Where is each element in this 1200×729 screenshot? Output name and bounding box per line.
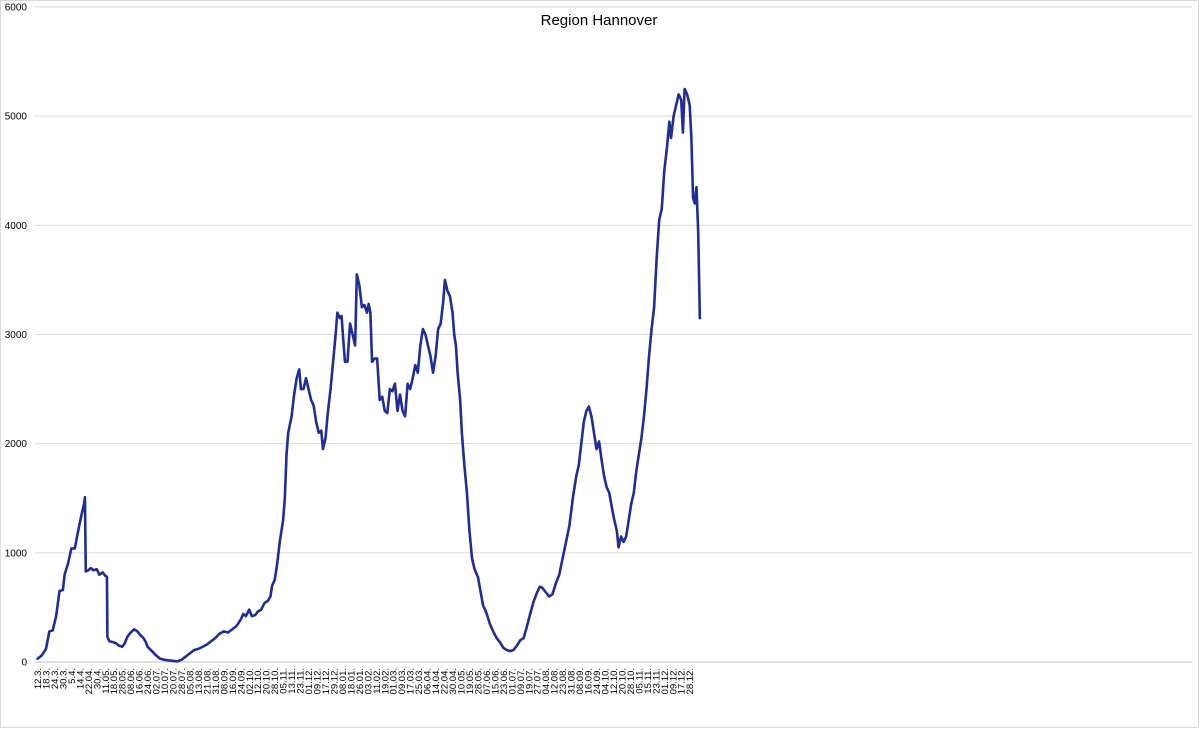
y-tick-label: 1000 <box>5 548 28 559</box>
x-tick-label: 30.3. <box>58 668 69 689</box>
x-tick-label: 12.3. <box>33 668 44 689</box>
x-tick-label: 24.09. <box>236 668 247 694</box>
x-tick-label: 16.06. <box>135 668 146 694</box>
x-tick-label: 30.4. <box>92 668 103 689</box>
x-tick-label: 23.08. <box>558 668 569 694</box>
x-tick-label: 12.10. <box>253 668 264 694</box>
x-tick-label: 23.11. <box>651 668 662 694</box>
x-tick-label: 01.03. <box>389 668 400 694</box>
x-tick-label: 20.07. <box>169 668 180 694</box>
x-tick-label: 28.07. <box>177 668 188 694</box>
x-tick-label: 28.05. <box>473 668 484 694</box>
x-tick-label: 01.12. <box>304 668 315 694</box>
x-tick-label: 17.12. <box>677 668 688 694</box>
x-tick-label: 31.08. <box>211 668 222 694</box>
x-tick-label: 13.11. <box>287 668 298 694</box>
x-tick-label: 02.07. <box>152 668 163 694</box>
x-axis-tick-labels: 12.3.18.3.24.3.30.3.5.4.14.4.22.04.30.4.… <box>33 668 696 694</box>
x-tick-label: 13.08. <box>194 668 205 694</box>
gridlines <box>35 6 1192 663</box>
x-tick-label: 21.08. <box>202 668 213 694</box>
x-tick-label: 11.05. <box>101 668 112 694</box>
x-tick-label: 05.11. <box>279 668 290 694</box>
x-tick-label: 14.4. <box>75 668 86 689</box>
x-tick-label: 22.04. <box>440 668 451 694</box>
x-tick-label: 16.09. <box>228 668 239 694</box>
x-tick-label: 18.3. <box>41 668 52 689</box>
x-tick-label: 05.08. <box>185 668 196 694</box>
x-tick-label: 09.12. <box>668 668 679 694</box>
x-tick-label: 28.10. <box>270 668 281 694</box>
x-tick-label: 19.02. <box>380 668 391 694</box>
x-tick-label: 03.02. <box>363 668 374 694</box>
x-tick-label: 30.04. <box>448 668 459 694</box>
y-tick-label: 0 <box>21 658 27 669</box>
x-tick-label: 11.02. <box>372 668 383 694</box>
x-tick-label: 5.4. <box>67 668 78 684</box>
x-tick-label: 08.01. <box>338 668 349 694</box>
x-tick-label: 19.07. <box>524 668 535 694</box>
x-tick-label: 10.07. <box>160 668 171 694</box>
x-tick-label: 12.08. <box>550 668 561 694</box>
y-tick-label: 4000 <box>5 221 28 232</box>
x-tick-label: 18.01. <box>346 668 357 694</box>
x-tick-label: 05.11. <box>634 668 645 694</box>
x-tick-label: 23.06. <box>499 668 510 694</box>
chart-title: Region Hannover <box>541 12 658 29</box>
x-tick-label: 06.04. <box>423 668 434 694</box>
x-tick-label: 24.06. <box>143 668 154 694</box>
x-tick-label: 27.07. <box>533 668 544 694</box>
x-tick-label: 28.05. <box>118 668 129 694</box>
x-tick-label: 04.10. <box>600 668 611 694</box>
x-tick-label: 29.12. <box>329 668 340 694</box>
x-tick-label: 31.08. <box>567 668 578 694</box>
x-tick-label: 17.12. <box>321 668 332 694</box>
x-tick-label: 02.10. <box>245 668 256 694</box>
x-tick-label: 22.04. <box>84 668 95 694</box>
y-tick-label: 2000 <box>5 439 28 450</box>
x-tick-label: 08.06. <box>126 668 137 694</box>
y-tick-label: 6000 <box>5 3 28 14</box>
x-tick-label: 15.11. <box>643 668 654 694</box>
x-tick-label: 20.10. <box>617 668 628 694</box>
x-tick-label: 07.06. <box>482 668 493 694</box>
x-tick-label: 24.3. <box>50 668 61 689</box>
series-group <box>36 87 702 663</box>
x-tick-label: 14.04. <box>431 668 442 694</box>
y-tick-label: 3000 <box>5 330 28 341</box>
x-tick-label: 19.05. <box>465 668 476 694</box>
x-tick-label: 26.01. <box>355 668 366 694</box>
x-tick-label: 17.03. <box>406 668 417 694</box>
x-tick-label: 10.05. <box>457 668 468 694</box>
x-tick-label: 23.11. <box>296 668 307 694</box>
y-axis-tick-labels: 0 1000 2000 3000 4000 5000 6000 <box>5 3 28 669</box>
x-tick-label: 28.10. <box>626 668 637 694</box>
x-tick-label: 25.03. <box>414 668 425 694</box>
y-tick-label: 5000 <box>5 112 28 123</box>
x-tick-label: 18.05. <box>109 668 120 694</box>
series-line-0 <box>36 87 702 663</box>
x-tick-label: 12.10. <box>609 668 620 694</box>
x-tick-label: 01.07. <box>507 668 518 694</box>
x-tick-label: 08.09. <box>219 668 230 694</box>
x-tick-label: 09.12. <box>313 668 324 694</box>
x-tick-label: 01.12. <box>660 668 671 694</box>
x-tick-label: 28.12. <box>685 668 696 694</box>
x-tick-label: 04.08. <box>541 668 552 694</box>
x-tick-label: 08.09. <box>575 668 586 694</box>
x-tick-label: 16.09. <box>584 668 595 694</box>
x-tick-label: 20.10. <box>262 668 273 694</box>
x-tick-label: 15.06. <box>490 668 501 694</box>
x-tick-label: 09.07. <box>516 668 527 694</box>
x-tick-label: 24.09. <box>592 668 603 694</box>
x-tick-label: 09.03. <box>397 668 408 694</box>
